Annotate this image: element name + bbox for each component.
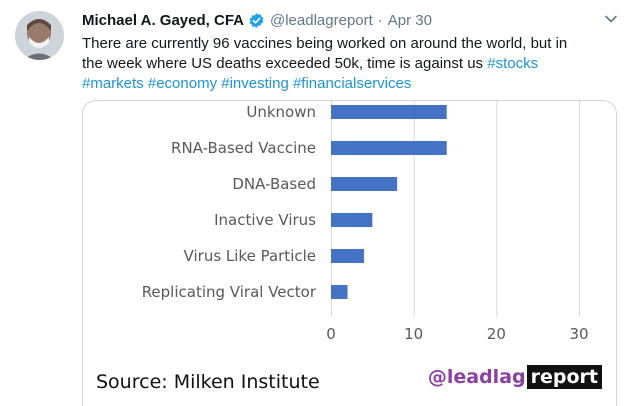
hashtag-link[interactable]: #financialservices [292, 75, 412, 92]
bar [331, 141, 447, 155]
category-label: RNA-Based Vaccine [171, 139, 316, 157]
bar [331, 177, 398, 191]
hashtag-link[interactable]: #markets [82, 75, 144, 92]
bar-chart: 0 10 20 30 Unknown RNA-Based Vaccine DNA-Based… [142, 101, 589, 343]
x-tick-label: 30 [569, 325, 588, 343]
category-label: Inactive Virus [214, 211, 316, 229]
category-label: Virus Like Particle [184, 247, 316, 265]
bar [331, 105, 447, 119]
tweet-header: Michael A. Gayed, CFA @leadlagreport · A… [82, 10, 432, 30]
avatar[interactable] [15, 11, 64, 60]
x-tick-label: 0 [326, 325, 336, 343]
author-name[interactable]: Michael A. Gayed, CFA [82, 11, 244, 29]
author-handle[interactable]: @leadlagreport [270, 11, 373, 29]
x-tick-label: 20 [487, 325, 506, 343]
verified-badge-icon [248, 12, 265, 29]
category-label: Replicating Viral Vector [142, 283, 317, 301]
media-card[interactable]: 0 10 20 30 Unknown RNA-Based Vaccine DNA-Based… [82, 100, 617, 406]
header-separator: · [377, 11, 383, 29]
chart-source: Source: Milken Institute [96, 371, 320, 393]
tweet-text-line1: There are currently 96 vaccines being wo… [82, 35, 568, 52]
bar [331, 285, 348, 299]
brand-logo-prefix: @leadlag [427, 366, 526, 388]
hashtag-link[interactable]: #economy [147, 75, 218, 92]
bar [331, 249, 365, 263]
category-label: DNA-Based [232, 175, 316, 193]
tweet-text: There are currently 96 vaccines being wo… [82, 34, 622, 94]
tweet-text-line2: the week where US deaths exceeded 50k, t… [82, 55, 488, 72]
chevron-down-icon[interactable] [604, 12, 618, 26]
category-label: Unknown [246, 103, 316, 121]
bar [331, 213, 373, 227]
brand-logo: @leadlag report [428, 364, 602, 390]
hashtag-link[interactable]: #stocks [487, 55, 539, 72]
brand-logo-box: report [526, 365, 602, 389]
x-tick-label: 10 [404, 325, 423, 343]
tweet-date[interactable]: Apr 30 [387, 11, 432, 29]
hashtag-link[interactable]: #investing [221, 75, 289, 92]
